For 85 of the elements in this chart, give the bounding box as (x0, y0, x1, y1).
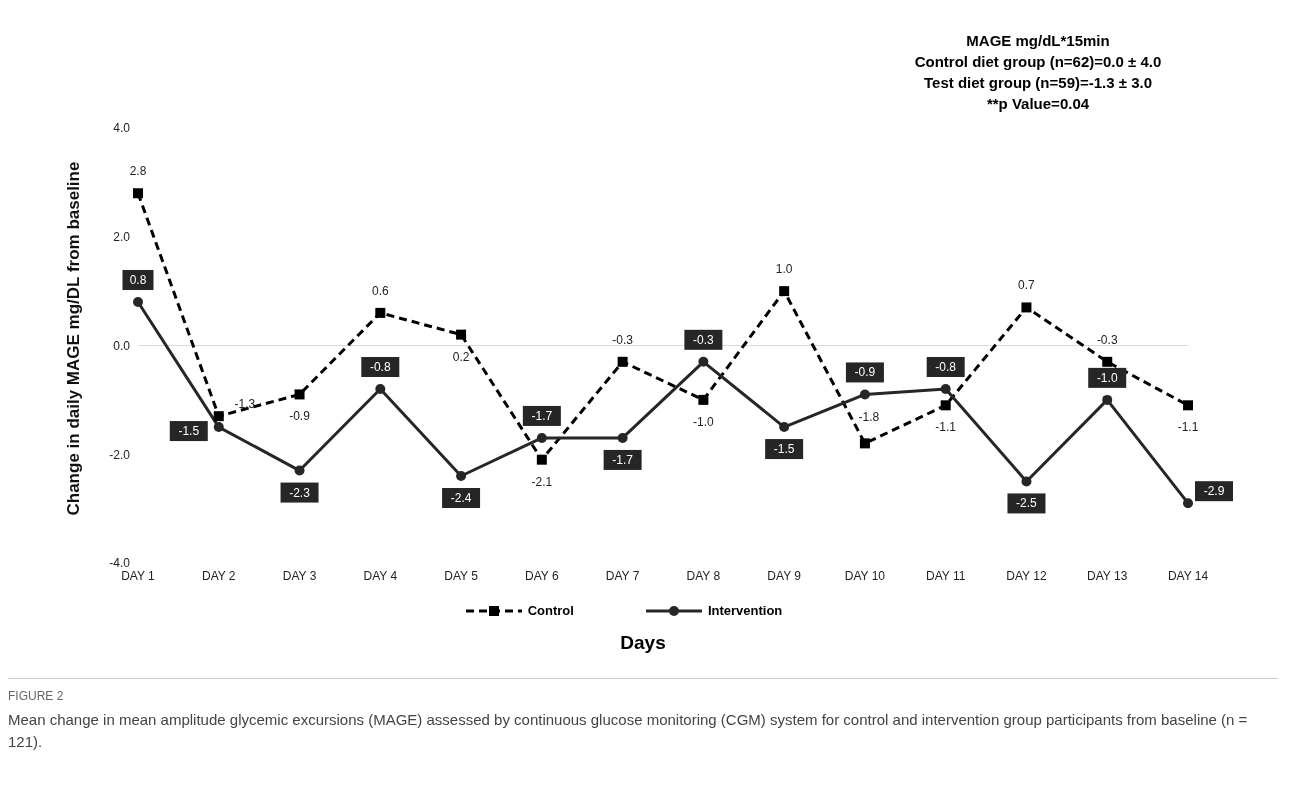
x-tick-label: DAY 5 (444, 568, 479, 583)
y-tick-label: -4.0 (109, 556, 131, 571)
point (1102, 356, 1113, 367)
text: **p Value=0.04 (985, 94, 1091, 114)
x-tick-label: DAY 8 (686, 568, 721, 583)
text: Test diet group (n=59)=-1.3 ± 3.0 (923, 73, 1153, 93)
data-label: -2.1 (531, 474, 553, 489)
data-label: -1.8 (858, 410, 880, 425)
x-tick-label: DAY 12 (1006, 568, 1047, 583)
legend-label: Control (527, 603, 574, 618)
data-label: -0.8 (935, 360, 957, 374)
point (375, 307, 386, 318)
point (698, 356, 709, 367)
point (940, 400, 951, 411)
y-tick-label: -2.0 (109, 447, 131, 462)
point (617, 356, 628, 367)
data-label: -1.7 (531, 408, 553, 423)
data-label: -0.3 (693, 332, 715, 347)
data-label: 0.7 (1018, 278, 1036, 293)
x-tick-label: DAY 6 (525, 568, 559, 583)
point (375, 384, 386, 394)
x-tick-label: DAY 14 (1167, 568, 1209, 583)
x-tick-label: DAY 9 (767, 568, 802, 583)
data-label: -0.3 (1096, 332, 1118, 347)
text: Control diet group (n=62)=0.0 ± 4.0 (913, 52, 1163, 72)
data-label: 0.6 (371, 283, 389, 298)
point (698, 394, 709, 405)
data-label: -1.0 (1096, 370, 1118, 385)
data-label: -0.3 (612, 332, 634, 347)
y-axis-title: Change in daily MAGE mg/DL from baseline (64, 161, 84, 516)
y-tick-label: 4.0 (113, 121, 131, 136)
point (940, 384, 951, 394)
text: Mean change in mean amplitude glycemic excursions (MAGE) assessed by continuous glucose monitoring (CGM) system for control and intervention group participants from baseline (n = 121). (8, 710, 1249, 752)
point (456, 471, 467, 481)
data-label: -1.7 (612, 452, 634, 467)
data-label: 1.0 (775, 262, 793, 277)
point (294, 465, 305, 476)
text: MAGE mg/dL*15min (965, 31, 1111, 51)
data-label: -1.0 (693, 414, 715, 429)
point (779, 286, 790, 297)
x-axis-title: Days (619, 632, 667, 654)
data-label: 2.8 (129, 164, 147, 179)
caption: FIGURE 2 (8, 678, 1278, 703)
point (1102, 394, 1113, 405)
point (536, 432, 547, 443)
x-tick-label: DAY 13 (1087, 568, 1128, 583)
point (1183, 498, 1193, 509)
data-label: 0.2 (452, 349, 470, 364)
x-tick-label: DAY 7 (605, 568, 640, 583)
data-label: -0.9 (289, 409, 311, 424)
legend-label: Intervention (707, 603, 783, 618)
point (456, 329, 467, 340)
point (1021, 476, 1032, 487)
point (859, 389, 870, 400)
data-label: 0.8 (129, 273, 147, 287)
y-tick-label: 0.0 (113, 338, 131, 353)
data-label: -0.9 (854, 365, 876, 380)
data-label: -2.9 (1203, 484, 1225, 499)
data-label: -2.3 (289, 485, 311, 500)
y-tick-label: 2.0 (113, 230, 131, 245)
point (536, 454, 547, 465)
point (213, 411, 224, 422)
point (294, 389, 305, 400)
x-tick-label: DAY 11 (926, 568, 966, 583)
data-label: -2.5 (1016, 496, 1038, 511)
point (859, 438, 870, 449)
data-label: -1.5 (178, 424, 200, 439)
point (133, 188, 143, 199)
x-tick-label: DAY 1 (121, 568, 156, 583)
data-label: -0.8 (369, 360, 391, 374)
data-label: -1.3 (234, 397, 256, 412)
x-tick-label: DAY 4 (363, 568, 398, 583)
point (213, 422, 224, 433)
data-label: -1.1 (935, 420, 957, 435)
x-tick-label: DAY 10 (844, 568, 886, 583)
data-label: -1.5 (773, 442, 795, 457)
data-label: -1.1 (1177, 420, 1199, 435)
x-tick-label: DAY 3 (282, 568, 317, 583)
point (1021, 302, 1032, 313)
point (133, 297, 143, 307)
point (617, 432, 628, 443)
x-tick-label: DAY 2 (201, 568, 236, 583)
point (1183, 400, 1193, 411)
point (779, 422, 790, 433)
data-label: -2.4 (450, 491, 472, 505)
